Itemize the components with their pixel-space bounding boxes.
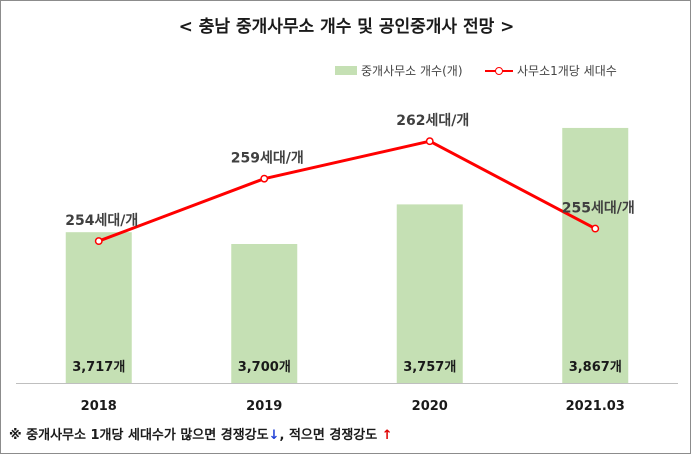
bar-value-label: 3,717개 [72, 360, 125, 375]
legend-item-households: 사무소1개당 세대수 [485, 62, 617, 79]
line-value-label: 259세대/개 [231, 151, 304, 167]
footnote-middle: , 적으면 경쟁강도 [279, 428, 378, 443]
legend-item-offices: 중개사무소 개수(개) [335, 62, 463, 79]
line-value-label: 254세대/개 [65, 213, 138, 229]
x-tick-label: 2019 [246, 399, 282, 414]
legend-label-offices: 중개사무소 개수(개) [361, 64, 463, 78]
footnote-prefix: ※ 중개사무소 1개당 세대수가 많으면 경쟁강도 [9, 428, 269, 443]
bar-value-label: 3,867개 [569, 360, 622, 375]
arrow-down-icon: ↓ [268, 428, 280, 443]
legend-label-households: 사무소1개당 세대수 [517, 64, 617, 78]
x-tick-label: 2021.03 [566, 399, 625, 414]
footnote: ※ 중개사무소 1개당 세대수가 많으면 경쟁강도↓, 적으면 경쟁강도 ↑ [9, 424, 393, 443]
x-tick-label: 2018 [81, 399, 117, 414]
line-point-2019 [260, 174, 269, 183]
line-value-label: 255세대/개 [562, 201, 635, 217]
arrow-up-icon: ↑ [381, 428, 393, 443]
bar-2018 [65, 232, 132, 383]
line-point-2018 [94, 237, 103, 246]
chart-title: < 충남 중개사무소 개수 및 공인중개사 전망 > [178, 17, 515, 37]
bar-2021.03 [562, 127, 629, 383]
legend-line-swatch [485, 66, 513, 76]
bar-value-label: 3,757개 [403, 360, 456, 375]
bar-2019 [231, 244, 298, 383]
x-tick-label: 2020 [412, 399, 448, 414]
line-value-label: 262세대/개 [396, 113, 469, 129]
bar-2020 [396, 204, 463, 383]
legend-bar-swatch [335, 66, 357, 75]
line-point-2020 [425, 137, 434, 146]
line-series-households [98, 139, 596, 243]
line-point-2021.03 [591, 224, 600, 233]
bar-value-label: 3,700개 [238, 360, 291, 375]
